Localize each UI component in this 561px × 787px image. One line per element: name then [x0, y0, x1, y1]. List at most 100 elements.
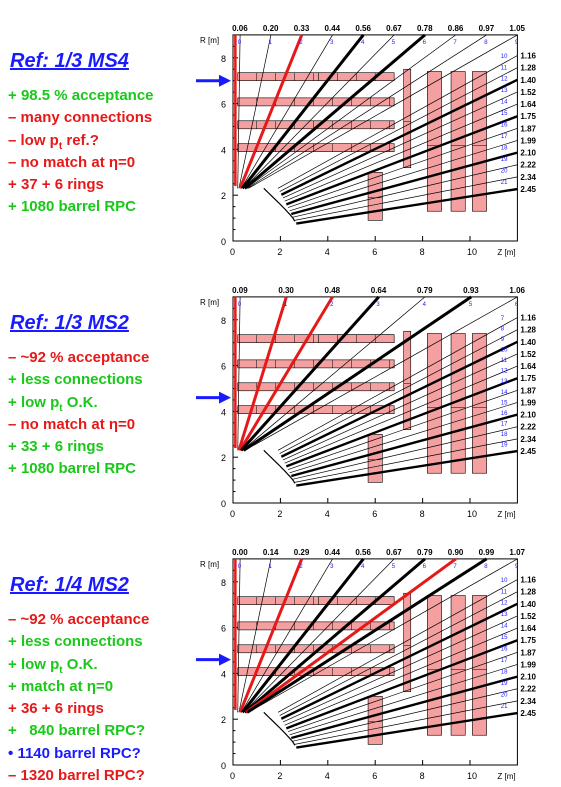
eta-line-top — [245, 34, 456, 189]
endcap-chamber — [403, 330, 412, 431]
inner-boundary — [263, 449, 296, 484]
eta-right-label: 2.10 — [520, 673, 536, 682]
eta-top-label: 0.79 — [417, 286, 433, 295]
ring-number: 6 — [423, 564, 427, 570]
eta-top-label: 0.90 — [448, 548, 464, 557]
eta-line-right — [285, 115, 518, 206]
ring-number: 7 — [453, 564, 457, 570]
eta-right-label: 2.10 — [520, 411, 536, 420]
eta-line-right — [277, 55, 518, 189]
eta-top-label: 0.30 — [278, 286, 294, 295]
ring-number: 8 — [484, 40, 488, 46]
eta-top-label: 0.56 — [355, 24, 371, 33]
eta-top-label: 0.33 — [294, 24, 310, 33]
ring-number: 10 — [501, 578, 508, 584]
z-tick-label: 10 — [467, 509, 477, 519]
eta-top-label: 0.14 — [263, 548, 279, 557]
ring-number: 8 — [484, 564, 488, 570]
pros-cons-item: – ~92 % acceptance — [8, 609, 149, 631]
eta-line-right — [284, 103, 518, 202]
ring-number: 15 — [501, 400, 508, 406]
z-tick-label: 4 — [325, 247, 330, 257]
item-subscript: t — [58, 140, 63, 152]
z-tick-label: 10 — [467, 247, 477, 257]
eta-line-top — [237, 296, 288, 451]
eta-right-label: 1.99 — [520, 398, 536, 407]
r-tick-label: 0 — [221, 499, 226, 509]
eta-line-right — [294, 176, 518, 221]
eta-line-top — [237, 558, 241, 713]
item-text: 840 barrel RPC? — [20, 722, 146, 740]
ring-number: 5 — [392, 564, 396, 570]
eta-line-top — [243, 33, 426, 190]
z-tick-label: 0 — [230, 509, 235, 519]
eta-right-label: 2.45 — [520, 185, 536, 194]
eta-line-top — [238, 296, 334, 452]
eta-top-label: 0.86 — [448, 24, 464, 33]
eta-top-label: 0.78 — [417, 24, 433, 33]
z-tick-label: 0 — [230, 247, 235, 257]
item-sign: – — [8, 415, 17, 433]
eta-right-label: 2.34 — [520, 173, 536, 182]
panel-3: Ref: 1/4 MS2– ~92 % acceptance + less con… — [0, 524, 561, 786]
item-text: no match at η=0 — [20, 415, 136, 433]
item-text: many connections — [20, 109, 153, 127]
pros-cons-item: + 840 barrel RPC? — [8, 720, 149, 742]
eta-right-label: 1.16 — [520, 52, 536, 61]
eta-top-label: 0.79 — [417, 548, 433, 557]
eta-line-top — [241, 33, 365, 190]
panel-title: Ref: 1/3 MS2 — [10, 312, 129, 334]
item-text: 37 + 6 rings — [20, 176, 104, 194]
eta-right-label: 2.22 — [520, 423, 536, 432]
pros-cons-item: + 36 + 6 rings — [8, 698, 149, 720]
eta-right-label: 1.52 — [520, 612, 536, 621]
eta-line-right — [292, 164, 518, 218]
eta-top-label: 0.48 — [325, 286, 341, 295]
pros-cons-item: – no match at η=0 — [8, 152, 154, 174]
ring-number: 10 — [501, 348, 508, 354]
z-tick-label: 4 — [325, 509, 330, 519]
ring-number: 13 — [501, 612, 508, 618]
ring-number: 4 — [361, 40, 365, 46]
r-tick-label: 2 — [221, 191, 226, 201]
eta-right-label: 1.64 — [520, 100, 536, 109]
ring-number: 12 — [501, 369, 508, 375]
z-axis-label: Z [m] — [497, 510, 515, 519]
ring-number: 15 — [501, 111, 508, 117]
eta-line-right — [296, 187, 518, 225]
ring-number: 21 — [501, 704, 508, 710]
eta-line-right — [290, 675, 518, 740]
ring-number: 12 — [501, 601, 508, 607]
z-tick-label: 6 — [372, 771, 377, 781]
ring-number: 19 — [501, 157, 508, 163]
eta-line-top — [238, 558, 272, 713]
r-tick-label: 8 — [221, 54, 226, 64]
inner-boundary — [263, 187, 296, 222]
eta-line-top — [238, 34, 272, 189]
eta-line-top — [240, 34, 333, 189]
ring-number: 2 — [299, 564, 303, 570]
eta-top-label: 0.67 — [386, 24, 402, 33]
r-axis-label: R [m] — [200, 560, 219, 569]
eta-line-right — [285, 377, 518, 468]
r-tick-label: 8 — [221, 578, 226, 588]
z-tick-label: 2 — [277, 771, 282, 781]
r-tick-label: 4 — [221, 145, 226, 155]
ring-number: 21 — [501, 180, 508, 186]
endcap-chamber — [427, 71, 442, 212]
item-suffix: ref.? — [62, 131, 99, 149]
eta-right-label: 2.45 — [520, 447, 536, 456]
eta-top-label: 0.99 — [479, 548, 495, 557]
pros-cons-item: + less connections — [8, 369, 149, 391]
eta-top-label: 0.67 — [386, 548, 402, 557]
eta-right-label: 1.28 — [520, 64, 536, 73]
eta-top-label: 0.56 — [355, 548, 371, 557]
eta-line-right — [280, 340, 518, 458]
pros-cons-item: + 33 + 6 rings — [8, 436, 149, 458]
ring-number: 13 — [501, 379, 508, 385]
eta-right-label: 1.52 — [520, 88, 536, 97]
eta-line-right — [294, 700, 518, 745]
ring-number: 12 — [501, 77, 508, 83]
ring-number: 17 — [501, 658, 508, 664]
ring-number: 2 — [299, 40, 303, 46]
